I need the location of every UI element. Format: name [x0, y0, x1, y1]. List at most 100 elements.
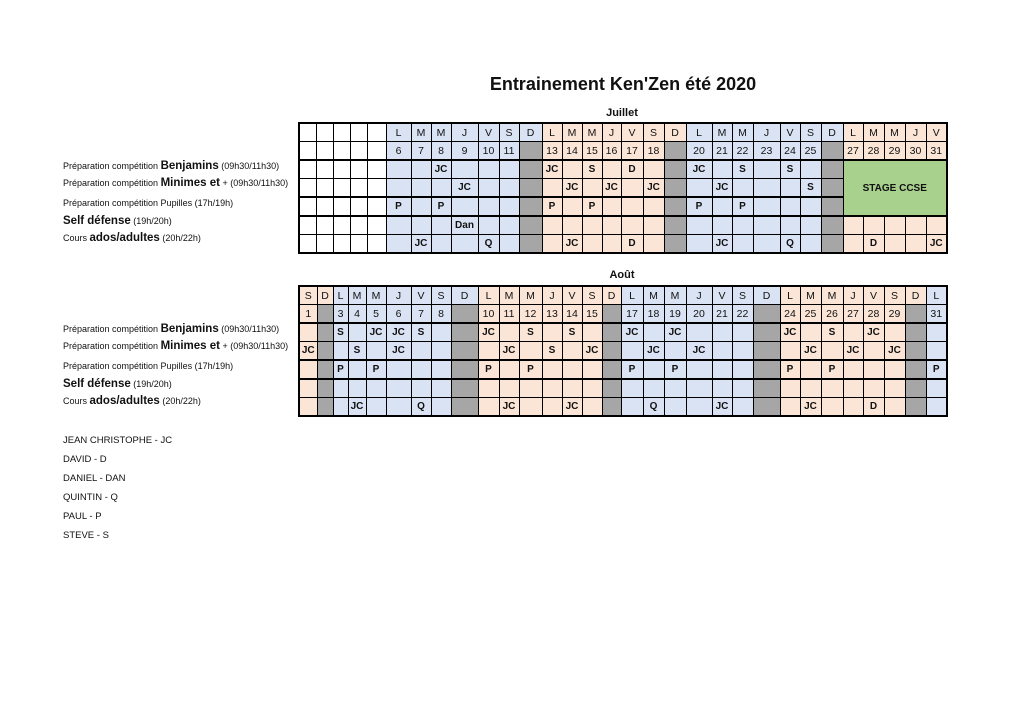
coach-cell: JC: [842, 341, 864, 361]
schedule-cell: [561, 341, 583, 361]
weekday-cell: D: [820, 122, 844, 142]
schedule-cell: [752, 215, 781, 235]
weekday-cell: S: [799, 122, 822, 142]
schedule-cell: [663, 196, 687, 217]
coach-cell: JC: [925, 234, 948, 254]
coach-cell: D: [620, 159, 644, 179]
schedule-cell: [498, 378, 520, 398]
schedule-row: JC JC JC JC JC S: [298, 178, 947, 198]
row-label: Self défense (19h/20h): [63, 378, 172, 390]
schedule-cell: [385, 215, 412, 235]
schedule-cell: [410, 341, 432, 361]
weekday-cell: M: [862, 122, 885, 142]
schedule-cell: [685, 234, 713, 254]
date-cell: 7: [410, 141, 432, 161]
schedule-cell: [925, 322, 948, 342]
date-cell: 14: [561, 304, 583, 324]
weekday-cell: L: [685, 122, 713, 142]
schedule-cell: [477, 178, 500, 198]
date-cell: 21: [711, 304, 733, 324]
schedule-cell: [883, 322, 906, 342]
date-cell: 15: [581, 141, 603, 161]
date-cell: [820, 141, 844, 161]
weekday-cell: J: [752, 122, 781, 142]
schedule-cell: [779, 215, 801, 235]
schedule-cell: [316, 359, 334, 380]
schedule-row: Dan: [298, 215, 948, 235]
coach-cell: Dan: [450, 215, 479, 235]
schedule-cell: [663, 397, 687, 417]
schedule-cell: [642, 322, 665, 342]
row-label: Self défense (19h/20h): [63, 215, 172, 227]
schedule-cell: [685, 215, 713, 235]
date-cell: 1: [298, 304, 318, 324]
schedule-cell: [752, 178, 781, 198]
coach-cell: P: [332, 359, 349, 380]
coach-cell: P: [663, 359, 687, 380]
schedule-cell: [477, 397, 500, 417]
schedule-cell: [298, 322, 318, 342]
coach-cell: JC: [685, 341, 713, 361]
coach-cell: S: [779, 159, 801, 179]
date-cell: [518, 141, 543, 161]
coach-cell: JC: [541, 159, 563, 179]
date-cell: 30: [904, 141, 927, 161]
weekday-cell: [349, 122, 368, 142]
schedule-cell: [779, 196, 801, 217]
schedule-cell: [477, 378, 500, 398]
schedule-cell: [820, 341, 844, 361]
schedule-cell: [315, 178, 334, 198]
schedule-row: JC JC S D JC S S STAGE CCSE: [298, 159, 948, 217]
schedule-cell: [450, 378, 479, 398]
coach-cell: JC: [581, 341, 603, 361]
schedule-cell: [752, 196, 781, 217]
schedule-cell: [685, 322, 713, 342]
weekday-cell: D: [518, 122, 543, 142]
schedule-cell: [316, 341, 334, 361]
schedule-cell: [842, 234, 864, 254]
date-cell: 15: [581, 304, 603, 324]
schedule-cell: [779, 397, 801, 417]
coach-cell: JC: [385, 322, 412, 342]
schedule-cell: [450, 322, 479, 342]
schedule-cell: [450, 234, 479, 254]
schedule-cell: [561, 359, 583, 380]
date-cell: 4: [347, 304, 367, 324]
date-cell: 13: [541, 141, 563, 161]
page-title: Entrainement Ken'Zen été 2020: [489, 74, 757, 94]
date-cell: [601, 304, 622, 324]
schedule-cell: [298, 178, 317, 198]
coach-cell: JC: [365, 322, 387, 342]
date-cell: 11: [498, 141, 520, 161]
schedule-cell: [663, 341, 687, 361]
schedule-cell: [799, 322, 822, 342]
schedule-cell: [883, 378, 906, 398]
schedule-cell: [862, 359, 885, 380]
schedule-cell: [477, 215, 500, 235]
coach-cell: D: [862, 234, 885, 254]
weekday-cell: M: [820, 285, 844, 305]
coach-cell: JC: [477, 322, 500, 342]
schedule-cell: [711, 378, 733, 398]
schedule-cell: [366, 159, 387, 179]
schedule-cell: [842, 378, 864, 398]
schedule-cell: [663, 159, 687, 179]
schedule-cell: [642, 215, 665, 235]
weekday-cell: [366, 122, 387, 142]
schedule-cell: [347, 359, 367, 380]
schedule-cell: [904, 234, 927, 254]
stage-ccse-cell: STAGE CCSE: [842, 159, 948, 217]
coach-cell: JC: [385, 341, 412, 361]
weekday-cell: [298, 122, 317, 142]
schedule-cell: [430, 378, 452, 398]
schedule-cell: [601, 322, 622, 342]
date-cell: 25: [799, 141, 822, 161]
schedule-cell: [601, 341, 622, 361]
schedule-cell: [779, 341, 801, 361]
schedule-cell: [581, 215, 603, 235]
date-cell: 16: [601, 141, 622, 161]
schedule-cell: [904, 322, 927, 342]
schedule-cell: [450, 341, 479, 361]
